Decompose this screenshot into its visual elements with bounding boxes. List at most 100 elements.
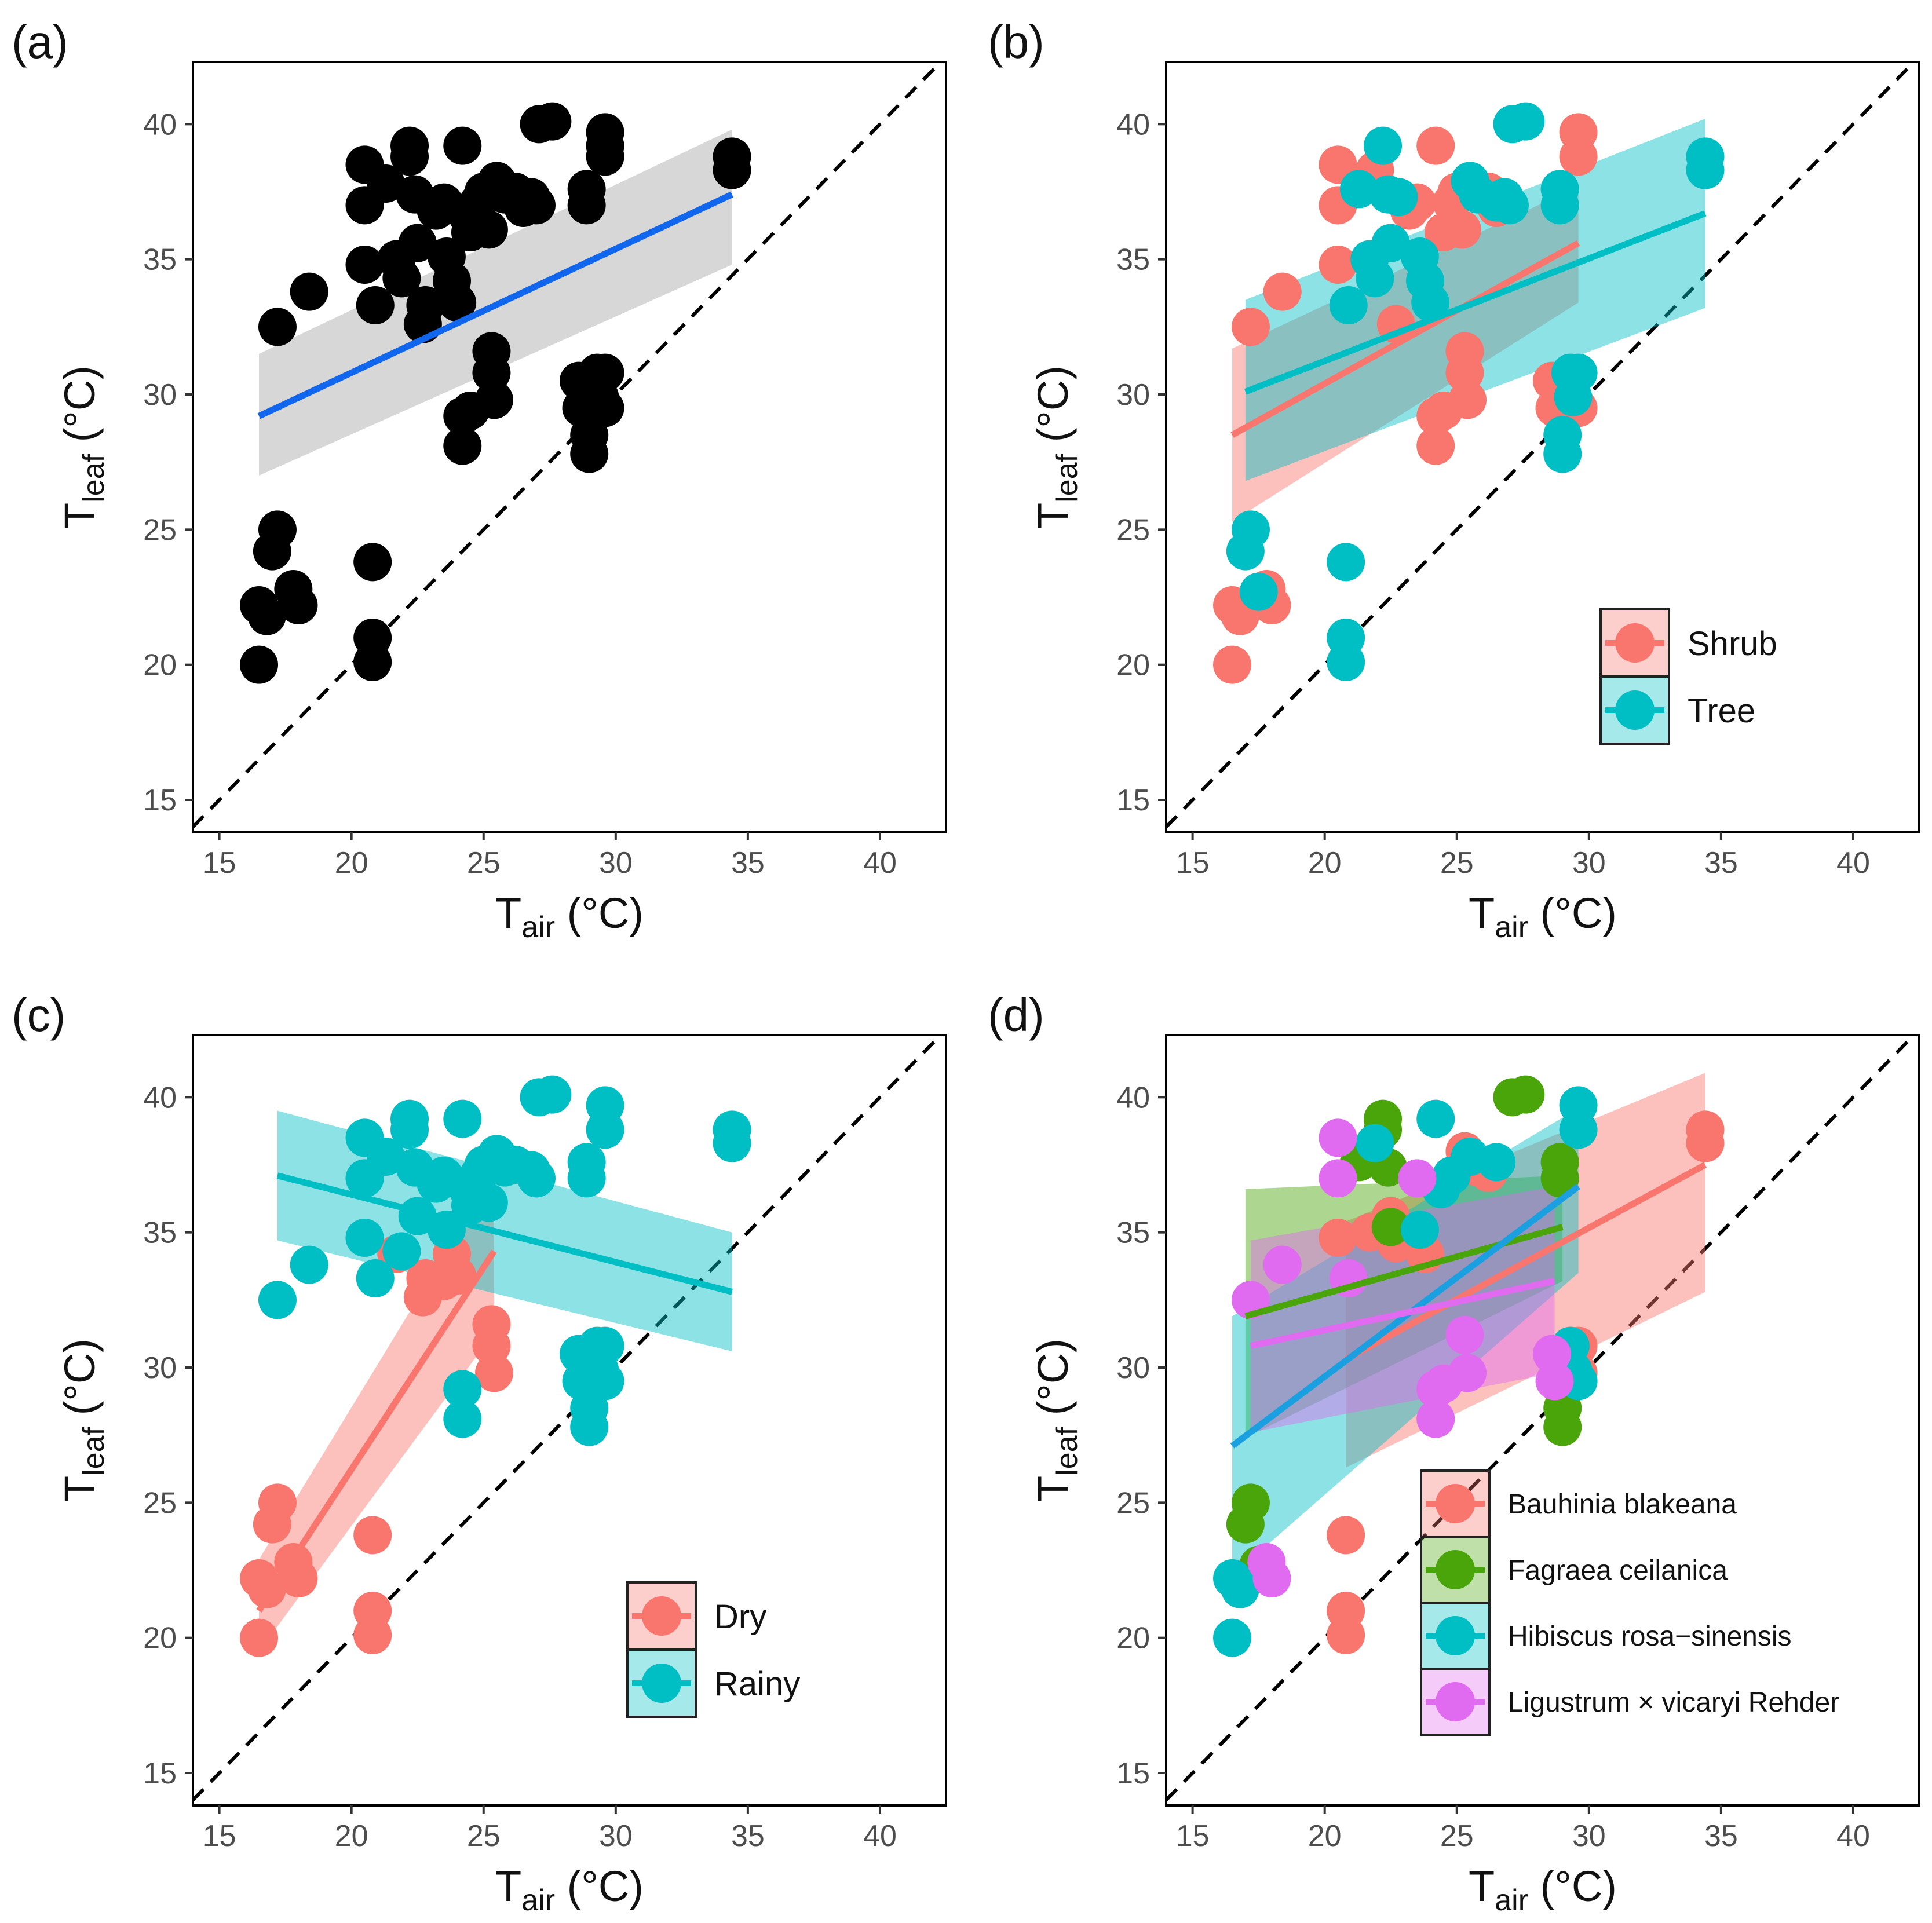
data-point [1540,186,1579,225]
one-to-one-line [1166,62,1917,828]
data-point [240,645,279,684]
data-point [1543,1407,1582,1446]
legend-label: Rainy [714,1665,800,1703]
data-point [1559,353,1598,392]
data-point [1540,1159,1579,1198]
panel-label: (b) [988,16,1044,68]
data-point [356,286,395,324]
y-tick-label: 30 [143,1351,177,1385]
data-point [1239,572,1278,611]
x-tick-label: 20 [335,846,368,880]
x-tick-label: 35 [1704,846,1738,880]
data-point [1252,1559,1291,1597]
x-tick-label: 20 [1308,1819,1342,1853]
x-tick-label: 35 [1704,1819,1738,1853]
data-point [1356,1124,1394,1162]
data-point [586,1362,624,1401]
y-tick-label: 30 [1116,1351,1150,1385]
data-point [1327,1516,1365,1555]
legend-key-point [1436,1682,1475,1721]
data-point [1319,246,1357,284]
data-point [1445,1316,1484,1354]
x-tick-label: 30 [599,1819,633,1853]
x-tick-label: 40 [1836,846,1870,880]
y-tick-label: 40 [1116,108,1150,141]
legend-label: Shrub [1688,625,1777,663]
confidence-band [1232,186,1579,522]
legend-key-point [1436,1550,1475,1589]
data-point [1379,178,1418,217]
panel-border [1165,1034,1920,1807]
data-point [258,1281,297,1319]
data-point [570,434,609,473]
y-axis-title: Tleaf (°C) [1029,365,1084,529]
data-point [253,1505,291,1544]
panel-c: (c) 15 15 20 20 25 25 30 30 35 35 40 40 Tair (°C) Tlea… [12,989,947,1917]
data-point [1356,259,1394,298]
panel-b: (b) 15 15 20 20 25 25 30 30 35 35 40 40 Tair (°C) Tlea… [988,16,1920,944]
x-tick-label: 15 [203,846,236,880]
x-tick-label: 40 [863,846,897,880]
data-point [1400,1211,1439,1249]
panel-border [1165,61,1920,833]
legend-key-point [642,1664,681,1703]
data-point [1411,283,1450,322]
data-point [1535,1362,1574,1401]
x-tick-label: 25 [467,846,501,880]
data-point [1559,137,1598,176]
legend-key-point [642,1596,681,1636]
legend-label: Hibiscus rosa−sinensis [1508,1621,1792,1652]
data-point [1448,1354,1487,1392]
data-point [1477,1143,1516,1182]
y-tick-label: 35 [143,1216,177,1250]
data-point [475,1354,513,1392]
data-point [1416,1399,1455,1438]
data-point [1416,1099,1455,1138]
data-point [1416,426,1455,465]
x-tick-label: 30 [1572,846,1606,880]
data-point [1506,102,1545,141]
x-tick-label: 30 [599,846,633,880]
data-point [353,543,392,582]
data-point [586,389,624,427]
y-axis-title: Tleaf (°C) [56,365,111,529]
data-point [1371,224,1410,262]
data-point [1327,543,1365,582]
y-tick-label: 20 [143,649,177,682]
y-tick-label: 20 [1116,1622,1150,1655]
data-point [390,1110,429,1149]
y-tick-label: 35 [143,243,177,277]
data-point [382,259,421,298]
y-tick-label: 25 [143,1486,177,1520]
data-point [279,586,318,624]
x-tick-label: 20 [1308,846,1342,880]
y-tick-label: 30 [143,378,177,412]
data-point [1231,308,1270,346]
x-tick-label: 15 [1176,1819,1210,1853]
data-point [517,186,556,225]
data-point [240,1618,279,1657]
data-point [469,210,508,249]
data-point [438,283,477,322]
y-tick-label: 35 [1116,1216,1150,1250]
data-point [353,619,392,657]
x-tick-label: 25 [1440,846,1474,880]
panel-label: (c) [12,989,65,1041]
plot-area [1166,1035,1917,1801]
data-point [567,186,606,225]
data-point [258,308,297,346]
x-tick-label: 40 [863,1819,897,1853]
y-tick-label: 25 [143,513,177,547]
confidence-band [1232,1108,1579,1576]
x-tick-label: 40 [1836,1819,1870,1853]
data-point [443,126,482,165]
legend-label: Bauhinia blakeana [1508,1489,1737,1520]
regression-line [1230,240,1580,438]
data-point [713,1124,751,1162]
data-point [1221,1570,1259,1608]
data-point [1319,1118,1357,1157]
regression-line [1344,1162,1707,1362]
y-axis-title: Tleaf (°C) [1029,1339,1084,1502]
data-point [1543,434,1582,473]
data-point [533,1075,572,1114]
